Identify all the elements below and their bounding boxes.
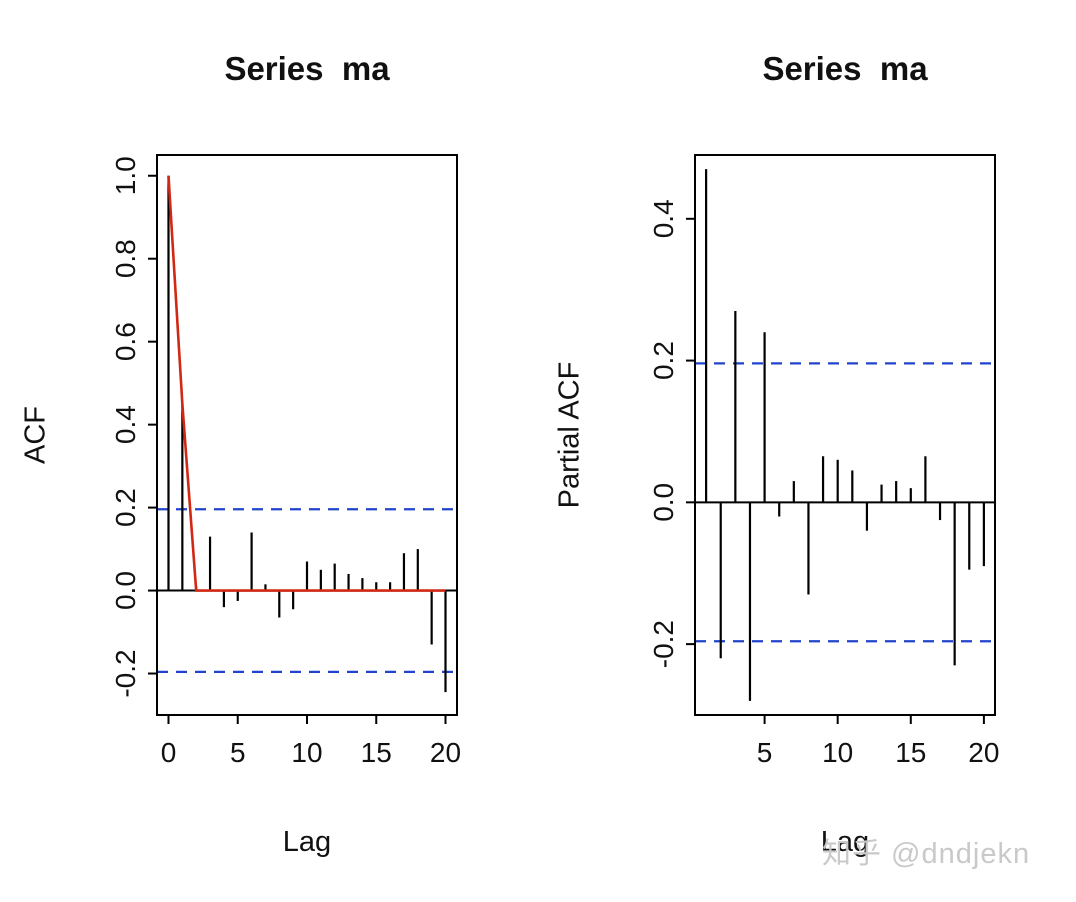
y-tick-label: 1.0: [110, 156, 141, 195]
x-tick-label: 15: [361, 737, 392, 768]
y-tick-label: -0.2: [110, 649, 141, 697]
acf-figure: Series ma ACF 0 5 10 15 20 -0.2 0.0 0.2 0.4 0.6 0.…: [20, 50, 462, 858]
y-tick-label: -0.2: [648, 620, 679, 668]
plot-box: [694, 154, 996, 716]
y-tick-label: 0.8: [110, 239, 141, 278]
overlay-line: [167, 175, 446, 592]
x-tick-label: 10: [291, 737, 322, 768]
x-tick-label: 0: [161, 737, 177, 768]
x-tick-label: 20: [968, 737, 999, 768]
plot-box: [156, 154, 458, 716]
y-tick-label: 0.0: [648, 483, 679, 522]
pacf-plot-area: 5 10 15 20 -0.2 0.0 0.2 0.4: [648, 154, 999, 768]
y-tick-label: 0.2: [648, 341, 679, 380]
x-tick-label: 20: [430, 737, 461, 768]
x-tick-label: 10: [822, 737, 853, 768]
y-tick-label: 0.2: [110, 488, 141, 527]
x-tick-label: 5: [230, 737, 246, 768]
y-tick-label: 0.6: [110, 322, 141, 361]
pacf-plot-title: Series ma: [762, 50, 928, 87]
x-tick-label: 15: [895, 737, 926, 768]
y-tick-label: 0.4: [648, 199, 679, 238]
watermark: 知乎 @dndjekn: [822, 838, 1031, 870]
pacf-figure: Series ma Partial ACF 5 10 15 20 -0.2 0.0 0.2 0…: [538, 0, 1076, 902]
x-tick-label: 5: [757, 737, 773, 768]
acf-plot-title: Series ma: [224, 50, 390, 87]
pacf-x-axis-label: Lag: [820, 826, 870, 858]
y-tick-label: 0.4: [110, 405, 141, 444]
y-tick-label: 0.0: [110, 571, 141, 610]
acf-x-axis-label: Lag: [282, 826, 332, 858]
acf-plot-area: 0 5 10 15 20 -0.2 0.0 0.2 0.4 0.6 0.8 1.0: [110, 154, 461, 768]
